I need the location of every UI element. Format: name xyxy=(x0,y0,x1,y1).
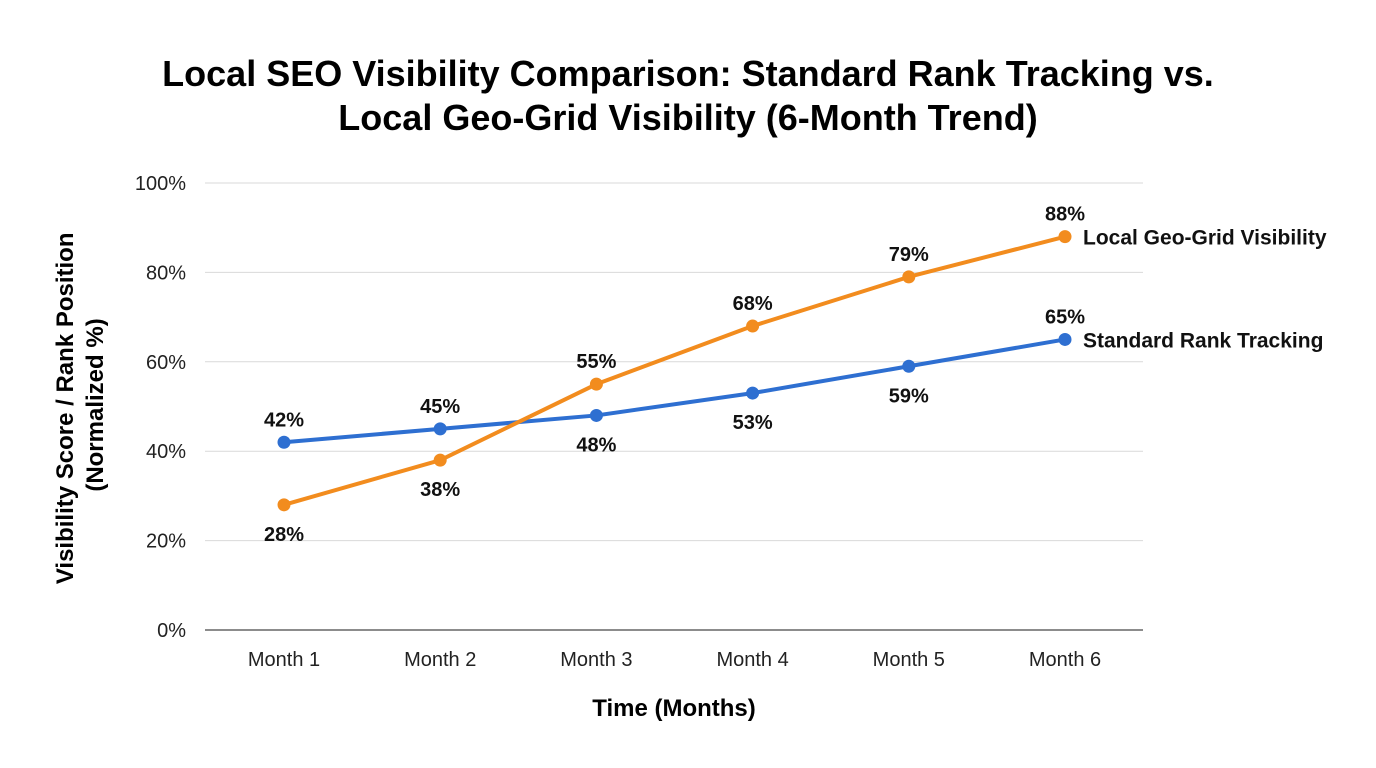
data-point xyxy=(589,408,603,422)
data-point xyxy=(1058,230,1072,244)
x-axis-title: Time (Months) xyxy=(592,695,756,722)
data-label: 38% xyxy=(420,479,460,501)
data-label: 55% xyxy=(576,351,616,373)
series-lines xyxy=(277,230,1072,512)
axes: 0% 20% 40% 60% 80% 100% Month 1 Month 2 Month 3 M… xyxy=(135,173,1143,671)
chart-title-line-1: Local SEO Visibility Comparison: Standar… xyxy=(162,53,1214,94)
x-tick-label: Month 1 xyxy=(248,649,320,671)
data-labels: 42% 45% 48% 53% 59% 65%Standard Rank Tracking… xyxy=(264,204,1327,546)
x-tick-label: Month 2 xyxy=(404,649,476,671)
y-tick-label: 40% xyxy=(146,441,186,463)
chart-title: Local SEO Visibility Comparison: Standar… xyxy=(0,52,1376,140)
y-tick-label: 80% xyxy=(146,262,186,284)
data-point xyxy=(1058,332,1072,346)
x-tick-label: Month 3 xyxy=(560,649,632,671)
chart-title-line-2: Local Geo-Grid Visibility (6-Month Trend… xyxy=(338,97,1038,138)
y-tick-label: 0% xyxy=(157,620,186,642)
data-label: 48% xyxy=(576,434,616,456)
y-tick-label: 60% xyxy=(146,352,186,374)
gridlines xyxy=(205,182,1143,542)
y-axis-title-line-2: (Normalized %) xyxy=(82,318,109,491)
data-label: 45% xyxy=(420,396,460,418)
data-point xyxy=(277,498,291,512)
data-point xyxy=(746,319,760,333)
x-tick-label: Month 4 xyxy=(716,649,788,671)
data-label: 53% xyxy=(733,412,773,434)
y-axis-title: Visibility Score / Rank Position (Normal… xyxy=(52,226,109,584)
y-tick-label: 20% xyxy=(146,531,186,553)
data-point xyxy=(277,435,291,449)
x-tick-label: Month 6 xyxy=(1029,649,1101,671)
data-point xyxy=(902,270,916,284)
data-label: 28% xyxy=(264,524,304,546)
data-point xyxy=(746,386,760,400)
data-label: 42% xyxy=(264,409,304,431)
data-point xyxy=(589,377,603,391)
data-point xyxy=(433,453,447,467)
data-label: 65% xyxy=(1045,306,1085,328)
data-label: 68% xyxy=(733,293,773,315)
series-line xyxy=(282,234,1067,507)
data-point xyxy=(902,359,916,373)
series-end-label: Standard Rank Tracking xyxy=(1083,329,1323,352)
series-line xyxy=(282,337,1067,445)
data-label: 79% xyxy=(889,244,929,266)
data-label: 88% xyxy=(1045,204,1085,226)
series-end-label: Local Geo-Grid Visibility xyxy=(1083,227,1327,250)
y-tick-label: 100% xyxy=(135,173,186,195)
data-point xyxy=(433,422,447,436)
x-tick-label: Month 5 xyxy=(873,649,945,671)
y-axis-title-line-1: Visibility Score / Rank Position xyxy=(52,233,79,585)
data-label: 59% xyxy=(889,385,929,407)
